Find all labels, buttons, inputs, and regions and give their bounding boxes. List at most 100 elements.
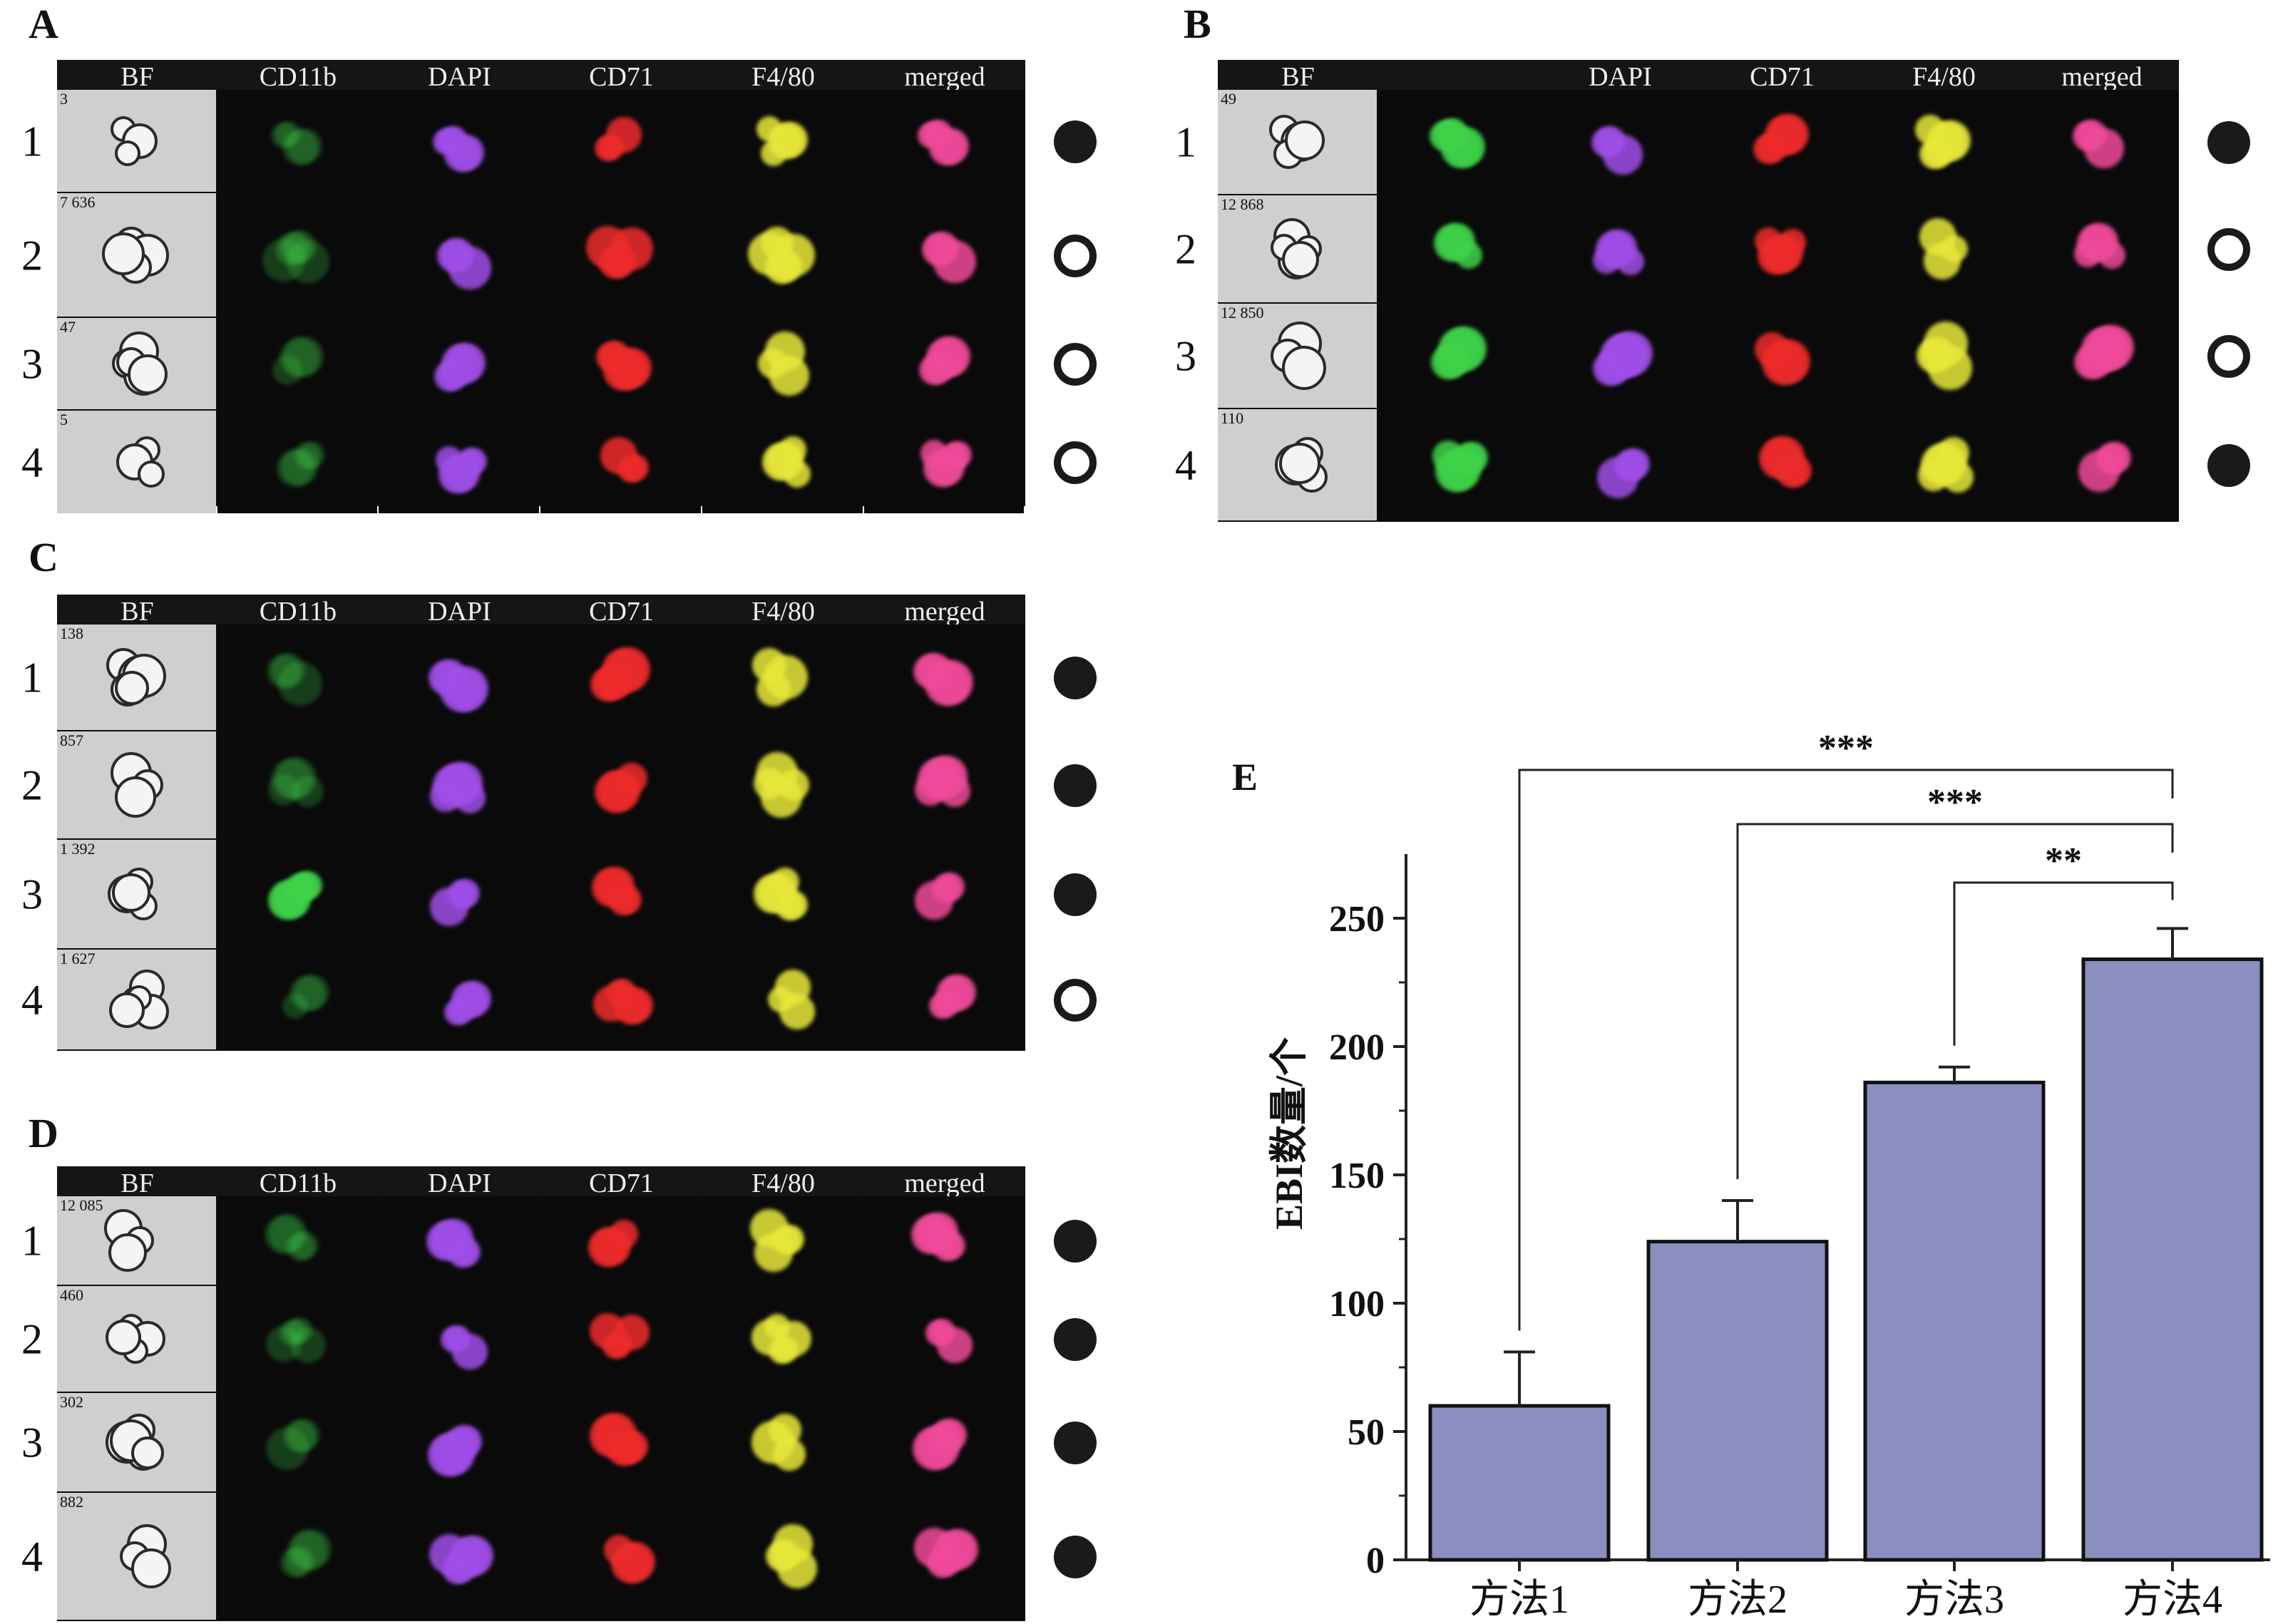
filled-circle-marker: [1054, 764, 1097, 807]
bar: [2081, 957, 2264, 1562]
channel-header: CD71: [589, 62, 654, 92]
cell-blob: [283, 1420, 316, 1453]
cell-blob: [267, 654, 301, 689]
cell-blob: [101, 232, 145, 275]
fluorescence-image: [1539, 195, 1700, 302]
cell-blob: [769, 249, 802, 282]
bar: [1428, 1404, 1611, 1562]
cell-blob: [1435, 344, 1469, 378]
channel-header-row: BF DAPI CD71 F4/80 merged: [1218, 60, 2179, 92]
fluorescence-image: [1378, 195, 1538, 302]
channel-header: DAPI: [1589, 62, 1652, 92]
fluorescence-image: [379, 318, 539, 409]
cell-blob: [1278, 443, 1320, 484]
filled-circle-marker: [2207, 121, 2250, 164]
cell-blob: [265, 1216, 303, 1254]
fluorescence-image: [864, 625, 1024, 730]
row-number: 2: [21, 1315, 43, 1363]
panel-label: A: [29, 1, 58, 47]
fluorescence-image: [379, 1393, 539, 1491]
cell-blob: [1438, 118, 1468, 148]
fluorescence-image: [1863, 195, 2023, 302]
cell-blob: [287, 240, 329, 283]
fluorescence-image: [379, 1196, 539, 1285]
cell-blob: [279, 1320, 304, 1346]
fluorescence-image: [1701, 90, 1862, 194]
fluorescence-image: [702, 625, 863, 730]
fluorescence-image: [702, 1196, 863, 1285]
fluorescence-image: [702, 950, 863, 1049]
significance-bracket: [1736, 823, 2174, 1179]
row-number: 3: [1175, 332, 1196, 380]
brightfield-image: 1 627: [57, 950, 216, 1049]
channel-header: F4/80: [751, 597, 815, 627]
fluorescence-image: [217, 840, 377, 948]
fluorescence-image: [1539, 304, 1700, 408]
cell-blob: [294, 975, 329, 1010]
cell-blob: [292, 776, 324, 807]
fluorescence-image: [540, 731, 701, 838]
cell-blob: [772, 1438, 806, 1471]
cell-blob: [926, 756, 968, 797]
cell-blob: [275, 757, 317, 798]
cell-blob: [1923, 138, 1954, 168]
cell-blob: [914, 1528, 954, 1568]
cell-blob: [443, 667, 488, 711]
fluorescence-image: [1863, 90, 2023, 194]
fluorescence-image: [1863, 304, 2023, 408]
event-index: 47: [60, 318, 76, 336]
cell-blob: [431, 1432, 475, 1475]
cell-blob: [615, 1542, 655, 1582]
cell-blob: [2077, 120, 2107, 150]
cell-blob: [1765, 339, 1810, 384]
cell-blob: [775, 1225, 804, 1253]
brightfield-image: 302: [57, 1393, 216, 1491]
cell-blob: [284, 230, 317, 263]
fluorescence-image: [540, 840, 701, 948]
cell-blob: [287, 1531, 327, 1571]
channel-header: DAPI: [428, 597, 491, 627]
y-tick-label: 0: [1366, 1541, 1385, 1581]
bar: [1646, 1240, 1829, 1562]
cell-blob: [930, 1319, 955, 1345]
channel-header-row: BF CD11b DAPI CD71 F4/80 merged: [57, 595, 1025, 627]
cell-blob: [1923, 242, 1961, 279]
cell-blob: [438, 360, 468, 390]
filled-circle-marker: [1054, 1536, 1097, 1578]
y-tick-label: 200: [1329, 1027, 1385, 1068]
fluorescence-image: [2025, 409, 2177, 520]
cell-blob: [926, 231, 959, 264]
y-tick-label: 100: [1329, 1284, 1385, 1325]
channel-header: DAPI: [428, 62, 491, 92]
bar: [1863, 1080, 2046, 1562]
cell-blob: [1768, 114, 1809, 154]
fluorescence-image: [217, 90, 377, 192]
fluorescence-image: [864, 90, 1024, 192]
fluorescence-image: [217, 1493, 377, 1620]
cell-blob: [262, 238, 305, 282]
cell-blob: [271, 122, 297, 148]
brightfield-image: 110: [1218, 409, 1377, 520]
cell-blob: [2074, 240, 2101, 267]
channel-header: merged: [904, 62, 985, 92]
cell-blob: [287, 1317, 313, 1343]
fluorescence-image: [217, 1393, 377, 1491]
cell-blob: [1917, 460, 1949, 491]
cell-blob: [595, 867, 635, 905]
cell-blob: [771, 121, 808, 158]
significance-bracket: [1518, 769, 2174, 1331]
fluorescence-image: [702, 193, 863, 317]
cell-blob: [926, 119, 952, 145]
fluorescence-image: [864, 193, 1024, 317]
cell-blob: [429, 1534, 469, 1574]
row-number: 4: [21, 438, 43, 486]
row-number: 2: [1175, 225, 1196, 273]
channel-header: CD71: [1750, 62, 1815, 92]
cell-blob: [271, 653, 305, 687]
event-index: 1 392: [60, 840, 96, 858]
fluorescence-image: [379, 625, 539, 730]
cell-blob: [769, 1540, 800, 1570]
fluorescence-image: [1378, 409, 1538, 520]
fluorescence-image: [217, 950, 377, 1049]
cell-blob: [1763, 436, 1805, 478]
